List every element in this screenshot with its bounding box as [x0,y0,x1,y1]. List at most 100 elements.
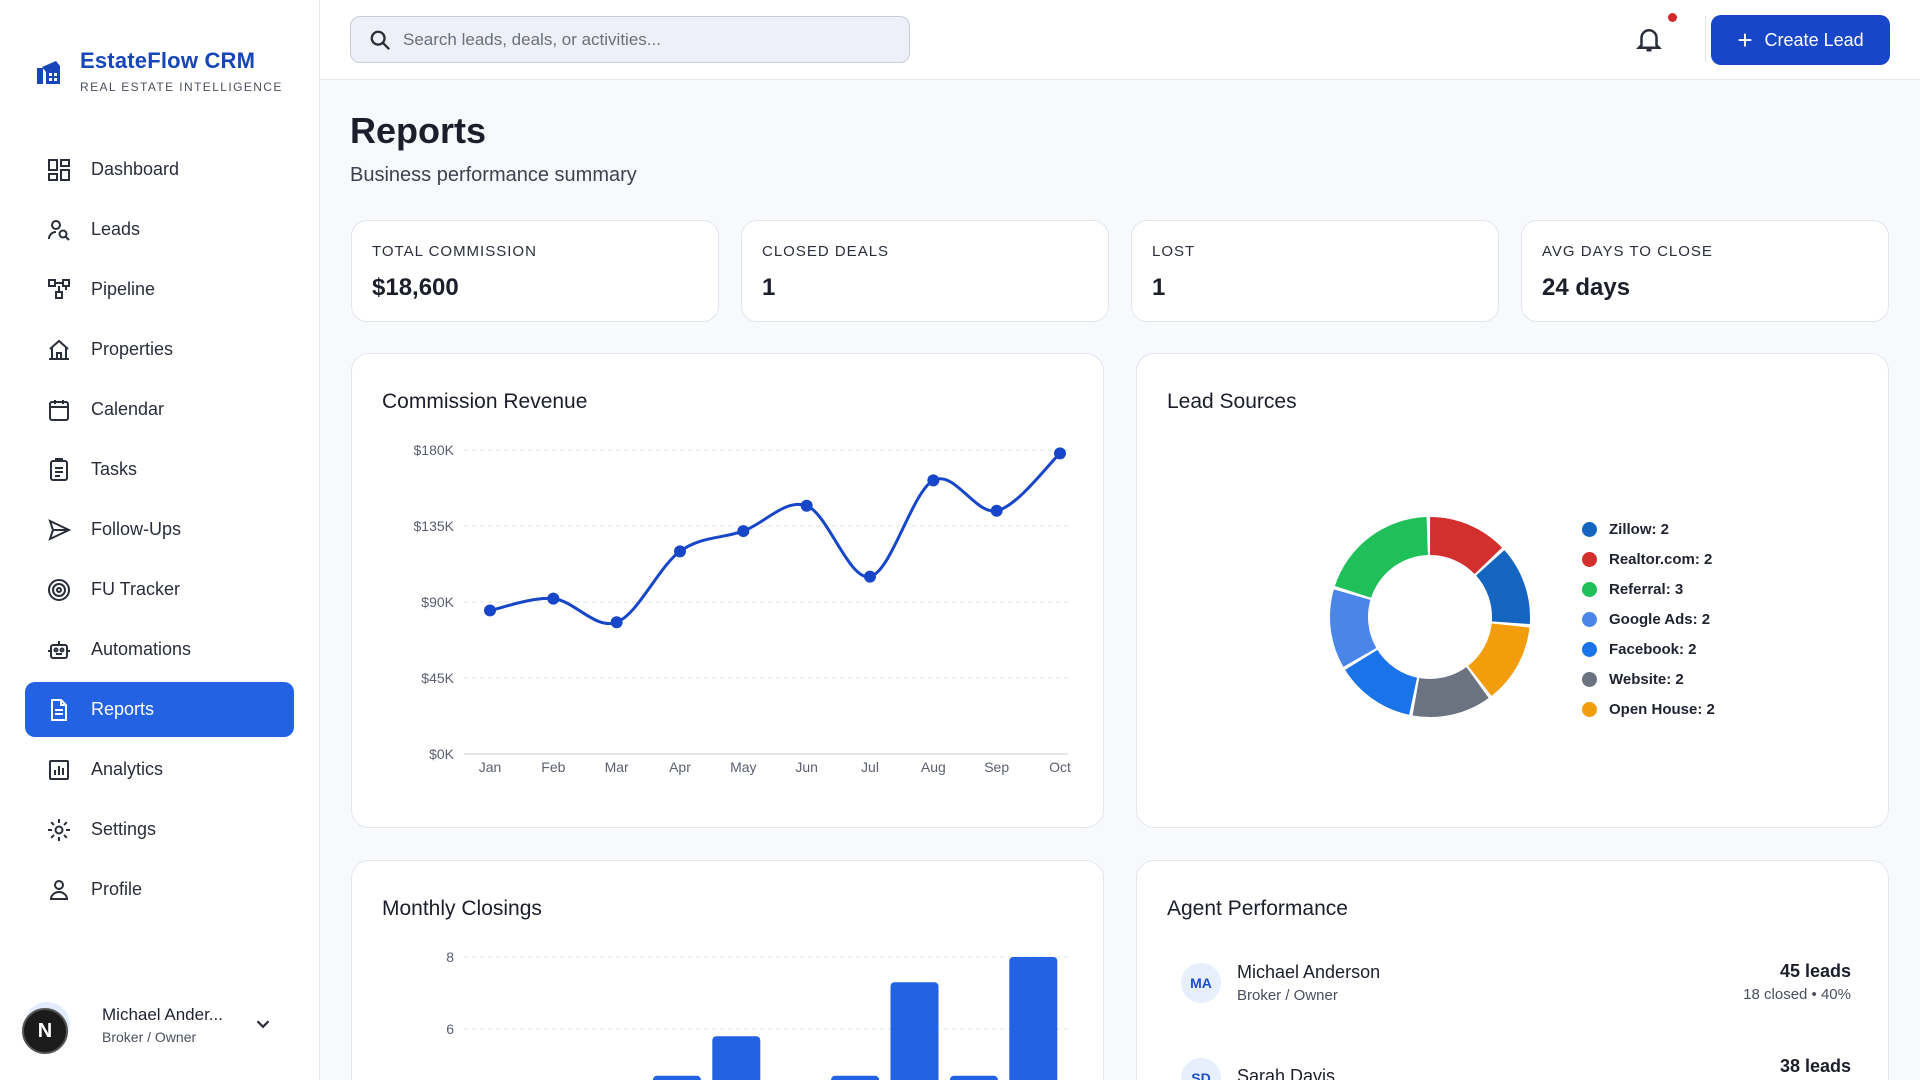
panel-title: Agent Performance [1167,897,1348,920]
chart-legend: Zillow: 2 Realtor.com: 2 Referral: 3 Goo… [1582,514,1715,724]
agent-row[interactable]: SD Sarah Davis 38 leads [1181,1048,1851,1080]
sidebar-item-label: Dashboard [91,159,180,179]
sidebar-item-follow-ups[interactable]: Follow-Ups [25,502,294,557]
create-lead-label: Create Lead [1764,29,1864,50]
search-box[interactable] [350,16,910,63]
legend-swatch [1582,641,1597,657]
legend-label: Facebook: 2 [1609,640,1697,658]
sidebar-item-reports[interactable]: Reports [25,682,294,737]
y-tick-label: $45K [421,670,454,686]
sidebar-item-label: Tasks [91,459,138,479]
x-tick-label: Sep [984,759,1009,775]
agent-closed: 18 closed • 40% [1743,986,1851,1003]
sidebar-item-label: Pipeline [91,279,156,299]
sidebar-item-label: Calendar [91,399,165,419]
data-point [927,474,940,487]
dashboard-icon [45,156,73,184]
y-tick-label: 6 [446,1021,454,1037]
sidebar-item-profile[interactable]: Profile [25,862,294,917]
stat-card-closed-deals: CLOSED DEALS 1 [741,220,1109,322]
y-tick-label: $0K [429,746,455,762]
user-menu[interactable]: MA N Michael Ander... Broker / Owner [22,995,294,1055]
sidebar-item-properties[interactable]: Properties [25,322,294,377]
calendar-icon [45,396,73,424]
bar [949,1075,998,1080]
legend-swatch [1582,671,1597,687]
x-tick-label: Jul [861,759,879,775]
stat-label: AVG DAYS TO CLOSE [1542,243,1713,260]
sidebar-item-dashboard[interactable]: Dashboard [25,142,294,197]
legend-label: Zillow: 2 [1609,520,1669,538]
legend-label: Referral: 3 [1609,580,1684,598]
monthly-closings-chart: 86 [446,949,1068,1080]
sidebar-item-leads[interactable]: Leads [25,202,294,257]
search-icon [370,30,390,50]
sidebar-item-pipeline[interactable]: Pipeline [25,262,294,317]
bar [712,1036,761,1080]
legend-item: Google Ads: 2 [1582,604,1715,634]
notification-dot [1668,13,1677,22]
y-tick-label: 8 [446,949,454,965]
stat-card-avg-days: AVG DAYS TO CLOSE 24 days [1521,220,1889,322]
stat-value: $18,600 [372,274,459,301]
bell-icon[interactable] [1634,24,1664,54]
legend-label: Realtor.com: 2 [1609,550,1713,568]
dev-badge[interactable]: N [22,1008,68,1054]
create-lead-button[interactable]: + Create Lead [1711,15,1890,65]
x-tick-label: May [730,759,756,775]
dev-badge-letter: N [37,1019,53,1042]
stat-value: 1 [762,274,776,301]
x-tick-label: Jan [479,759,502,775]
commission-revenue-panel: Commission Revenue $0K $45K $90K $135K $180K… [351,353,1104,828]
stat-label: LOST [1152,243,1196,260]
page-title: Reports [350,110,487,151]
user-name: Michael Ander... [102,1005,223,1024]
sidebar: EstateFlow CRM REAL ESTATE INTELLIGENCE … [0,0,320,1080]
sidebar-item-analytics[interactable]: Analytics [25,742,294,797]
data-point [547,592,560,605]
data-point [800,499,813,512]
donut-slice [1476,550,1530,625]
y-tick-label: $180K [414,442,455,458]
data-point [737,525,750,538]
agent-leads: 45 leads [1779,961,1851,981]
legend-swatch [1582,611,1597,627]
stat-value: 24 days [1542,274,1631,301]
sidebar-item-label: Properties [91,339,174,359]
sidebar-item-calendar[interactable]: Calendar [25,382,294,437]
revenue-line [489,452,1062,626]
avatar: MA N [22,1002,70,1054]
legend-label: Website: 2 [1609,670,1684,688]
avatar: SD [1181,1058,1221,1080]
document-icon [45,696,73,724]
x-tick-label: Jun [795,759,818,775]
gear-icon [45,816,73,844]
target-icon [45,576,73,604]
sidebar-item-settings[interactable]: Settings [25,802,294,857]
sidebar-item-label: Reports [91,699,155,719]
estateflow-logo-icon [37,61,60,84]
bar [1009,957,1058,1080]
panel-title: Commission Revenue [382,390,588,413]
sidebar-item-tasks[interactable]: Tasks [25,442,294,497]
legend-item: Referral: 3 [1582,574,1715,604]
agent-leads: 38 leads [1779,1056,1851,1076]
agent-row[interactable]: MA Michael Anderson Broker / Owner 45 le… [1181,953,1851,1013]
sidebar-item-fu-tracker[interactable]: FU Tracker [25,562,294,617]
lead-sources-donut-chart [1330,517,1530,717]
donut-slice [1412,667,1489,717]
leads-icon [45,216,73,244]
y-tick-label: $135K [414,518,455,534]
sidebar-item-label: Follow-Ups [91,519,182,539]
lead-sources-panel: Lead Sources Zillow: 2 Realtor.com: 2 Re… [1136,353,1889,828]
sidebar-item-label: Analytics [91,759,164,779]
x-tick-label: Apr [669,759,691,775]
sidebar-item-automations[interactable]: Automations [25,622,294,677]
donut-slice [1345,649,1418,715]
agent-name: Michael Anderson [1237,962,1381,982]
search-input[interactable] [403,29,883,50]
data-point [674,545,686,558]
chevron-down-icon[interactable] [252,1013,274,1035]
brand[interactable]: EstateFlow CRM REAL ESTATE INTELLIGENCE [34,48,283,94]
